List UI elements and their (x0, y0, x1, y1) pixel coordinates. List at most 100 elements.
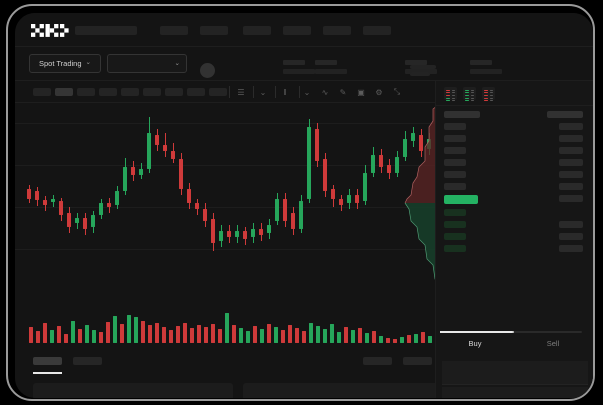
chevron-down-icon-2[interactable]: ⌄ (303, 87, 311, 97)
bar (484, 94, 488, 97)
orderbook-ask-row-1[interactable] (444, 135, 466, 142)
bar (465, 99, 469, 102)
bar (451, 89, 455, 91)
nav-item-1[interactable] (160, 26, 188, 35)
orderbook-ask-row-4[interactable] (444, 171, 466, 178)
candle-body (347, 195, 351, 203)
candle-body (419, 135, 423, 151)
timeframe-button-3[interactable] (99, 88, 117, 96)
orderbook-ask-row-2[interactable] (444, 147, 466, 154)
orderbook-ask-row-right-2[interactable] (559, 147, 583, 154)
candle-body (379, 155, 383, 167)
bottom-tab-right-1[interactable] (403, 357, 432, 365)
orderbook-ask-row-right-4[interactable] (559, 171, 583, 178)
candle-body (323, 159, 327, 191)
price-stat-0 (283, 60, 315, 74)
orderbook-mode-asks-icon[interactable] (482, 87, 495, 102)
toolbar-separator-0 (229, 86, 230, 98)
chevron-down-icon-pair: ⌄ (174, 60, 180, 67)
volume-bar-26 (211, 324, 215, 343)
orderbook-ask-row-right-1[interactable] (559, 135, 583, 142)
volume-bar-57 (428, 336, 432, 343)
volume-bar-6 (71, 321, 75, 343)
orderbook-bid-row-right-2[interactable] (559, 233, 583, 240)
volume-bar-3 (50, 330, 54, 343)
orderbook-ask-row-0[interactable] (444, 123, 466, 130)
candle-4 (59, 103, 63, 303)
orderbook-ask-row-5[interactable] (444, 183, 466, 190)
tab-buy[interactable]: Buy (468, 339, 482, 348)
orderbook-mode-both-icon[interactable] (444, 87, 457, 102)
orderbook-bid-row-3[interactable] (444, 245, 466, 252)
nav-item-4[interactable] (283, 26, 311, 35)
spot-trading-dropdown[interactable]: Spot Trading ⌄ (29, 54, 101, 73)
bottom-panel-1 (243, 383, 443, 398)
orderbook-mode-bids-icon[interactable] (463, 87, 476, 102)
volume-bar-25 (204, 327, 208, 343)
orderbook-bid-row-right-1[interactable] (559, 221, 583, 228)
price-stat-label-2 (405, 60, 427, 65)
order-form-field-0[interactable] (442, 361, 588, 385)
bottom-tab-right-0[interactable] (363, 357, 392, 365)
candle-body (179, 159, 183, 189)
candle-body (219, 231, 223, 241)
line-wave-icon[interactable]: ∿ (321, 87, 329, 97)
volume-bar-21 (176, 326, 180, 343)
price-stat-value-1 (315, 69, 347, 74)
order-form-field-1[interactable] (442, 387, 588, 398)
trading-pair-select[interactable]: ⌄ (107, 54, 187, 73)
bottom-tab-0[interactable] (33, 357, 62, 365)
candle-body (147, 133, 151, 169)
candle-48 (411, 103, 415, 303)
orderbook-bid-row-right-3[interactable] (559, 245, 583, 252)
candle-10 (107, 103, 111, 303)
timeframe-button-8[interactable] (209, 88, 227, 96)
orderbook-bid-row-2[interactable] (444, 233, 466, 240)
tab-sell[interactable]: Sell (546, 339, 560, 348)
nav-item-5[interactable] (323, 26, 351, 35)
camera-icon[interactable]: ▣ (357, 87, 365, 97)
orderbook-bid-row-0[interactable] (444, 209, 466, 216)
nav-item-0[interactable] (75, 26, 137, 35)
candle-body (283, 199, 287, 221)
settings-icon[interactable]: ⚙ (375, 87, 383, 97)
volume-bar-43 (330, 324, 334, 343)
timeframe-button-0[interactable] (33, 88, 51, 96)
candle-43 (371, 103, 375, 303)
timeframe-button-1[interactable] (55, 88, 73, 96)
nav-item-3[interactable] (243, 26, 271, 35)
orderbook-ask-row-right-0[interactable] (559, 123, 583, 130)
timeframe-button-5[interactable] (143, 88, 161, 96)
orderbook-mode-switcher[interactable] (444, 87, 495, 102)
indicators-icon[interactable]: ☰ (237, 87, 245, 97)
orderbook-ask-row-right-5[interactable] (559, 183, 583, 190)
volume-bar-45 (344, 327, 348, 343)
volume-bar-41 (316, 326, 320, 343)
volume-bar-30 (239, 328, 243, 343)
fullscreen-icon[interactable]: ⤡ (393, 87, 401, 96)
volume-bar-11 (106, 322, 110, 343)
bottom-tab-1[interactable] (73, 357, 102, 365)
orderbook-ask-row-right-3[interactable] (559, 159, 583, 166)
pencil-icon[interactable]: ✎ (339, 87, 347, 97)
chart-type-icon[interactable]: ‖ (283, 87, 287, 97)
bar (489, 99, 493, 102)
chevron-down-icon[interactable]: ⌄ (259, 87, 267, 97)
nav-item-6[interactable] (363, 26, 391, 35)
bar (446, 97, 450, 99)
volume-bar-14 (127, 315, 131, 343)
orderbook-ask-row-3[interactable] (444, 159, 466, 166)
bottom-tab-active-underline (33, 372, 62, 374)
timeframe-button-2[interactable] (77, 88, 95, 96)
candlestick-chart[interactable] (15, 103, 435, 303)
timeframe-button-4[interactable] (121, 88, 139, 96)
avatar[interactable] (200, 63, 215, 78)
candle-20 (187, 103, 191, 303)
volume-histogram (15, 305, 530, 347)
timeframe-button-6[interactable] (165, 88, 183, 96)
timeframe-button-7[interactable] (187, 88, 205, 96)
toolbar-separator-3 (299, 86, 300, 98)
orderbook-bid-row-1[interactable] (444, 221, 466, 228)
nav-item-2[interactable] (200, 26, 228, 35)
candle-34 (299, 103, 303, 303)
